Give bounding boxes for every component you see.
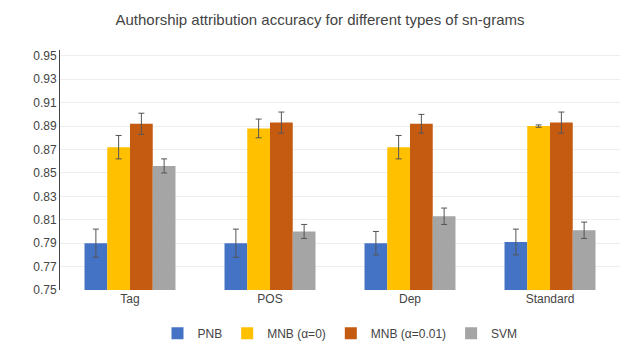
svg-text:0.89: 0.89 [33, 119, 57, 133]
svg-text:0.81: 0.81 [33, 213, 57, 227]
svg-text:Standard: Standard [526, 292, 575, 306]
svg-text:0.95: 0.95 [33, 49, 57, 63]
svg-text:0.87: 0.87 [33, 143, 57, 157]
svg-text:0.85: 0.85 [33, 166, 57, 180]
svg-text:PNB: PNB [198, 327, 223, 341]
svg-text:MNB (α=0): MNB (α=0) [267, 327, 326, 341]
svg-text:SVM: SVM [491, 327, 517, 341]
svg-text:Authorship attribution accurac: Authorship attribution accuracy for diff… [115, 11, 524, 28]
svg-text:Tag: Tag [120, 292, 139, 306]
svg-text:POS: POS [257, 292, 282, 306]
svg-text:0.75: 0.75 [33, 283, 57, 297]
svg-text:Dep: Dep [399, 292, 421, 306]
svg-text:0.79: 0.79 [33, 236, 57, 250]
svg-text:0.83: 0.83 [33, 190, 57, 204]
svg-text:MNB (α=0.01): MNB (α=0.01) [371, 327, 446, 341]
svg-text:0.93: 0.93 [33, 72, 57, 86]
svg-text:0.91: 0.91 [33, 96, 57, 110]
svg-text:0.77: 0.77 [33, 260, 57, 274]
